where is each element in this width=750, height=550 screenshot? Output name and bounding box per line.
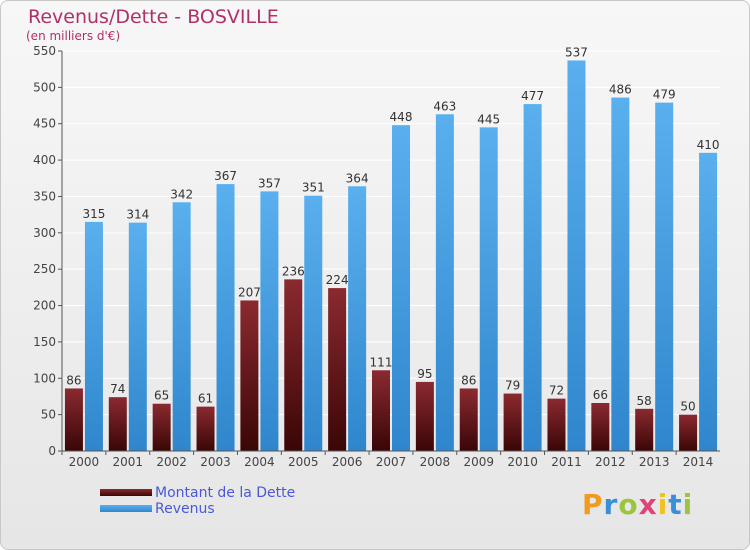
x-tick-label: 2002 bbox=[156, 455, 187, 469]
data-label: 79 bbox=[505, 379, 520, 393]
legend-swatch-debt bbox=[100, 489, 152, 496]
x-tick-label: 2012 bbox=[595, 455, 626, 469]
bar-revenus bbox=[523, 104, 542, 451]
chart-subtitle: (en milliers d'€) bbox=[26, 29, 121, 43]
bar-dette bbox=[284, 279, 303, 451]
x-tick-label: 2000 bbox=[69, 455, 100, 469]
data-label: 342 bbox=[170, 187, 193, 201]
data-label: 463 bbox=[433, 99, 456, 113]
legend-label-debt: Montant de la Dette bbox=[155, 485, 296, 501]
bar-revenus bbox=[260, 191, 279, 451]
bar-dette bbox=[591, 403, 610, 451]
data-label: 74 bbox=[110, 382, 125, 396]
data-label: 410 bbox=[697, 138, 720, 152]
y-tick-label: 450 bbox=[33, 117, 56, 131]
bar-dette bbox=[679, 414, 698, 451]
data-label: 367 bbox=[214, 169, 237, 183]
chart-title: Revenus/Dette - BOSVILLE bbox=[28, 6, 279, 28]
bar-revenus bbox=[435, 114, 454, 451]
bar-revenus bbox=[128, 222, 147, 451]
bar-dette bbox=[459, 388, 478, 451]
bar-dette bbox=[372, 370, 390, 451]
y-tick-label: 500 bbox=[33, 80, 56, 94]
bar-dette bbox=[635, 408, 654, 451]
x-tick-label: 2010 bbox=[507, 455, 538, 469]
data-label: 479 bbox=[653, 88, 676, 102]
y-tick-label: 300 bbox=[33, 226, 56, 240]
y-tick-label: 400 bbox=[33, 153, 56, 167]
data-label: 477 bbox=[521, 89, 544, 103]
x-tick-label: 2014 bbox=[683, 455, 714, 469]
bar-revenus bbox=[479, 127, 498, 451]
data-label: 95 bbox=[417, 367, 432, 381]
x-tick-label: 2008 bbox=[420, 455, 451, 469]
data-label: 86 bbox=[461, 373, 476, 387]
data-label: 207 bbox=[238, 285, 261, 299]
data-label: 111 bbox=[370, 355, 393, 369]
data-label: 364 bbox=[346, 171, 369, 185]
x-tick-label: 2004 bbox=[244, 455, 275, 469]
bar-dette bbox=[196, 406, 215, 451]
data-label: 357 bbox=[258, 176, 281, 190]
legend-swatch-revenus bbox=[100, 505, 152, 512]
bar-dette bbox=[108, 397, 127, 451]
y-tick-label: 250 bbox=[33, 262, 56, 276]
bar-revenus bbox=[699, 152, 718, 451]
y-tick-label: 0 bbox=[48, 444, 56, 458]
data-label: 351 bbox=[302, 181, 325, 195]
x-tick-label: 2009 bbox=[463, 455, 494, 469]
y-tick-label: 50 bbox=[41, 408, 56, 422]
data-label: 72 bbox=[549, 384, 564, 398]
data-label: 236 bbox=[282, 264, 305, 278]
bar-revenus bbox=[567, 60, 586, 452]
data-label: 314 bbox=[126, 208, 149, 222]
bar-revenus bbox=[392, 125, 410, 451]
data-label: 65 bbox=[154, 389, 169, 403]
bar-revenus bbox=[655, 102, 674, 452]
data-label: 537 bbox=[565, 45, 588, 59]
y-tick-label: 550 bbox=[33, 44, 56, 58]
bar-revenus bbox=[348, 186, 367, 452]
data-label: 315 bbox=[82, 207, 105, 221]
bar-revenus bbox=[84, 221, 103, 451]
proxiti-logo: Proxiti bbox=[582, 488, 694, 521]
bar-dette bbox=[64, 388, 83, 451]
bar-dette bbox=[328, 288, 347, 451]
data-label: 58 bbox=[637, 394, 652, 408]
data-label: 224 bbox=[326, 273, 349, 287]
x-tick-label: 2011 bbox=[551, 455, 582, 469]
bar-dette bbox=[503, 393, 522, 451]
data-label: 486 bbox=[609, 83, 632, 97]
x-tick-label: 2013 bbox=[639, 455, 670, 469]
data-label: 61 bbox=[198, 392, 213, 406]
bar-dette bbox=[152, 403, 171, 451]
y-tick-label: 200 bbox=[33, 299, 56, 313]
x-tick-label: 2001 bbox=[113, 455, 144, 469]
data-label: 445 bbox=[477, 112, 500, 126]
bar-dette bbox=[240, 300, 259, 451]
x-tick-label: 2005 bbox=[288, 455, 319, 469]
data-label: 86 bbox=[66, 373, 81, 387]
data-label: 66 bbox=[593, 388, 608, 402]
x-tick-label: 2006 bbox=[332, 455, 363, 469]
bar-revenus bbox=[611, 97, 630, 451]
data-label: 50 bbox=[680, 400, 695, 414]
bar-revenus bbox=[304, 195, 323, 451]
bar-dette bbox=[547, 398, 566, 451]
bar-revenus bbox=[172, 202, 191, 451]
x-tick-label: 2007 bbox=[376, 455, 407, 469]
y-tick-label: 100 bbox=[33, 371, 56, 385]
legend-label-revenus: Revenus bbox=[155, 501, 215, 517]
x-tick-label: 2003 bbox=[200, 455, 231, 469]
y-tick-label: 150 bbox=[33, 335, 56, 349]
data-label: 448 bbox=[390, 110, 413, 124]
bar-dette bbox=[415, 381, 434, 451]
bar-revenus bbox=[216, 184, 235, 451]
y-tick-label: 350 bbox=[33, 189, 56, 203]
